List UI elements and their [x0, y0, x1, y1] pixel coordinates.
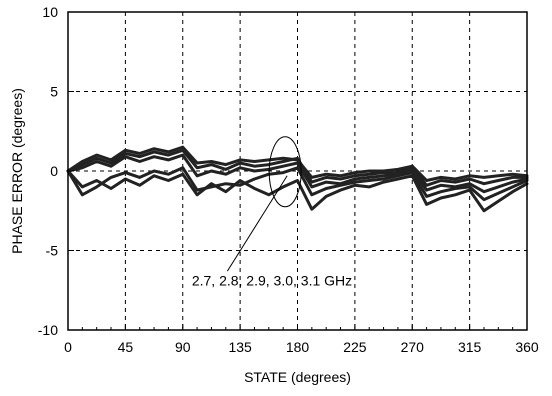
x-tick-label: 135	[228, 339, 252, 355]
x-tick-label: 360	[515, 339, 539, 355]
y-tick-label: 5	[50, 84, 58, 100]
x-axis-title: STATE (degrees)	[244, 369, 351, 385]
x-tick-label: 315	[458, 339, 482, 355]
x-tick-label: 270	[401, 339, 425, 355]
y-tick-label: 0	[50, 163, 58, 179]
x-tick-label: 90	[175, 339, 191, 355]
x-tick-label: 0	[64, 339, 72, 355]
x-tick-label: 45	[118, 339, 134, 355]
y-axis-title: PHASE ERROR (degrees)	[9, 88, 25, 254]
x-tick-label: 180	[286, 339, 310, 355]
y-tick-label: -10	[38, 322, 58, 338]
x-tick-label: 225	[343, 339, 367, 355]
y-tick-label: 10	[42, 4, 58, 20]
annotation-frequencies: 2.7, 2.8, 2.9, 3.0, 3.1 GHz	[192, 272, 352, 288]
y-tick-label: -5	[46, 243, 59, 259]
